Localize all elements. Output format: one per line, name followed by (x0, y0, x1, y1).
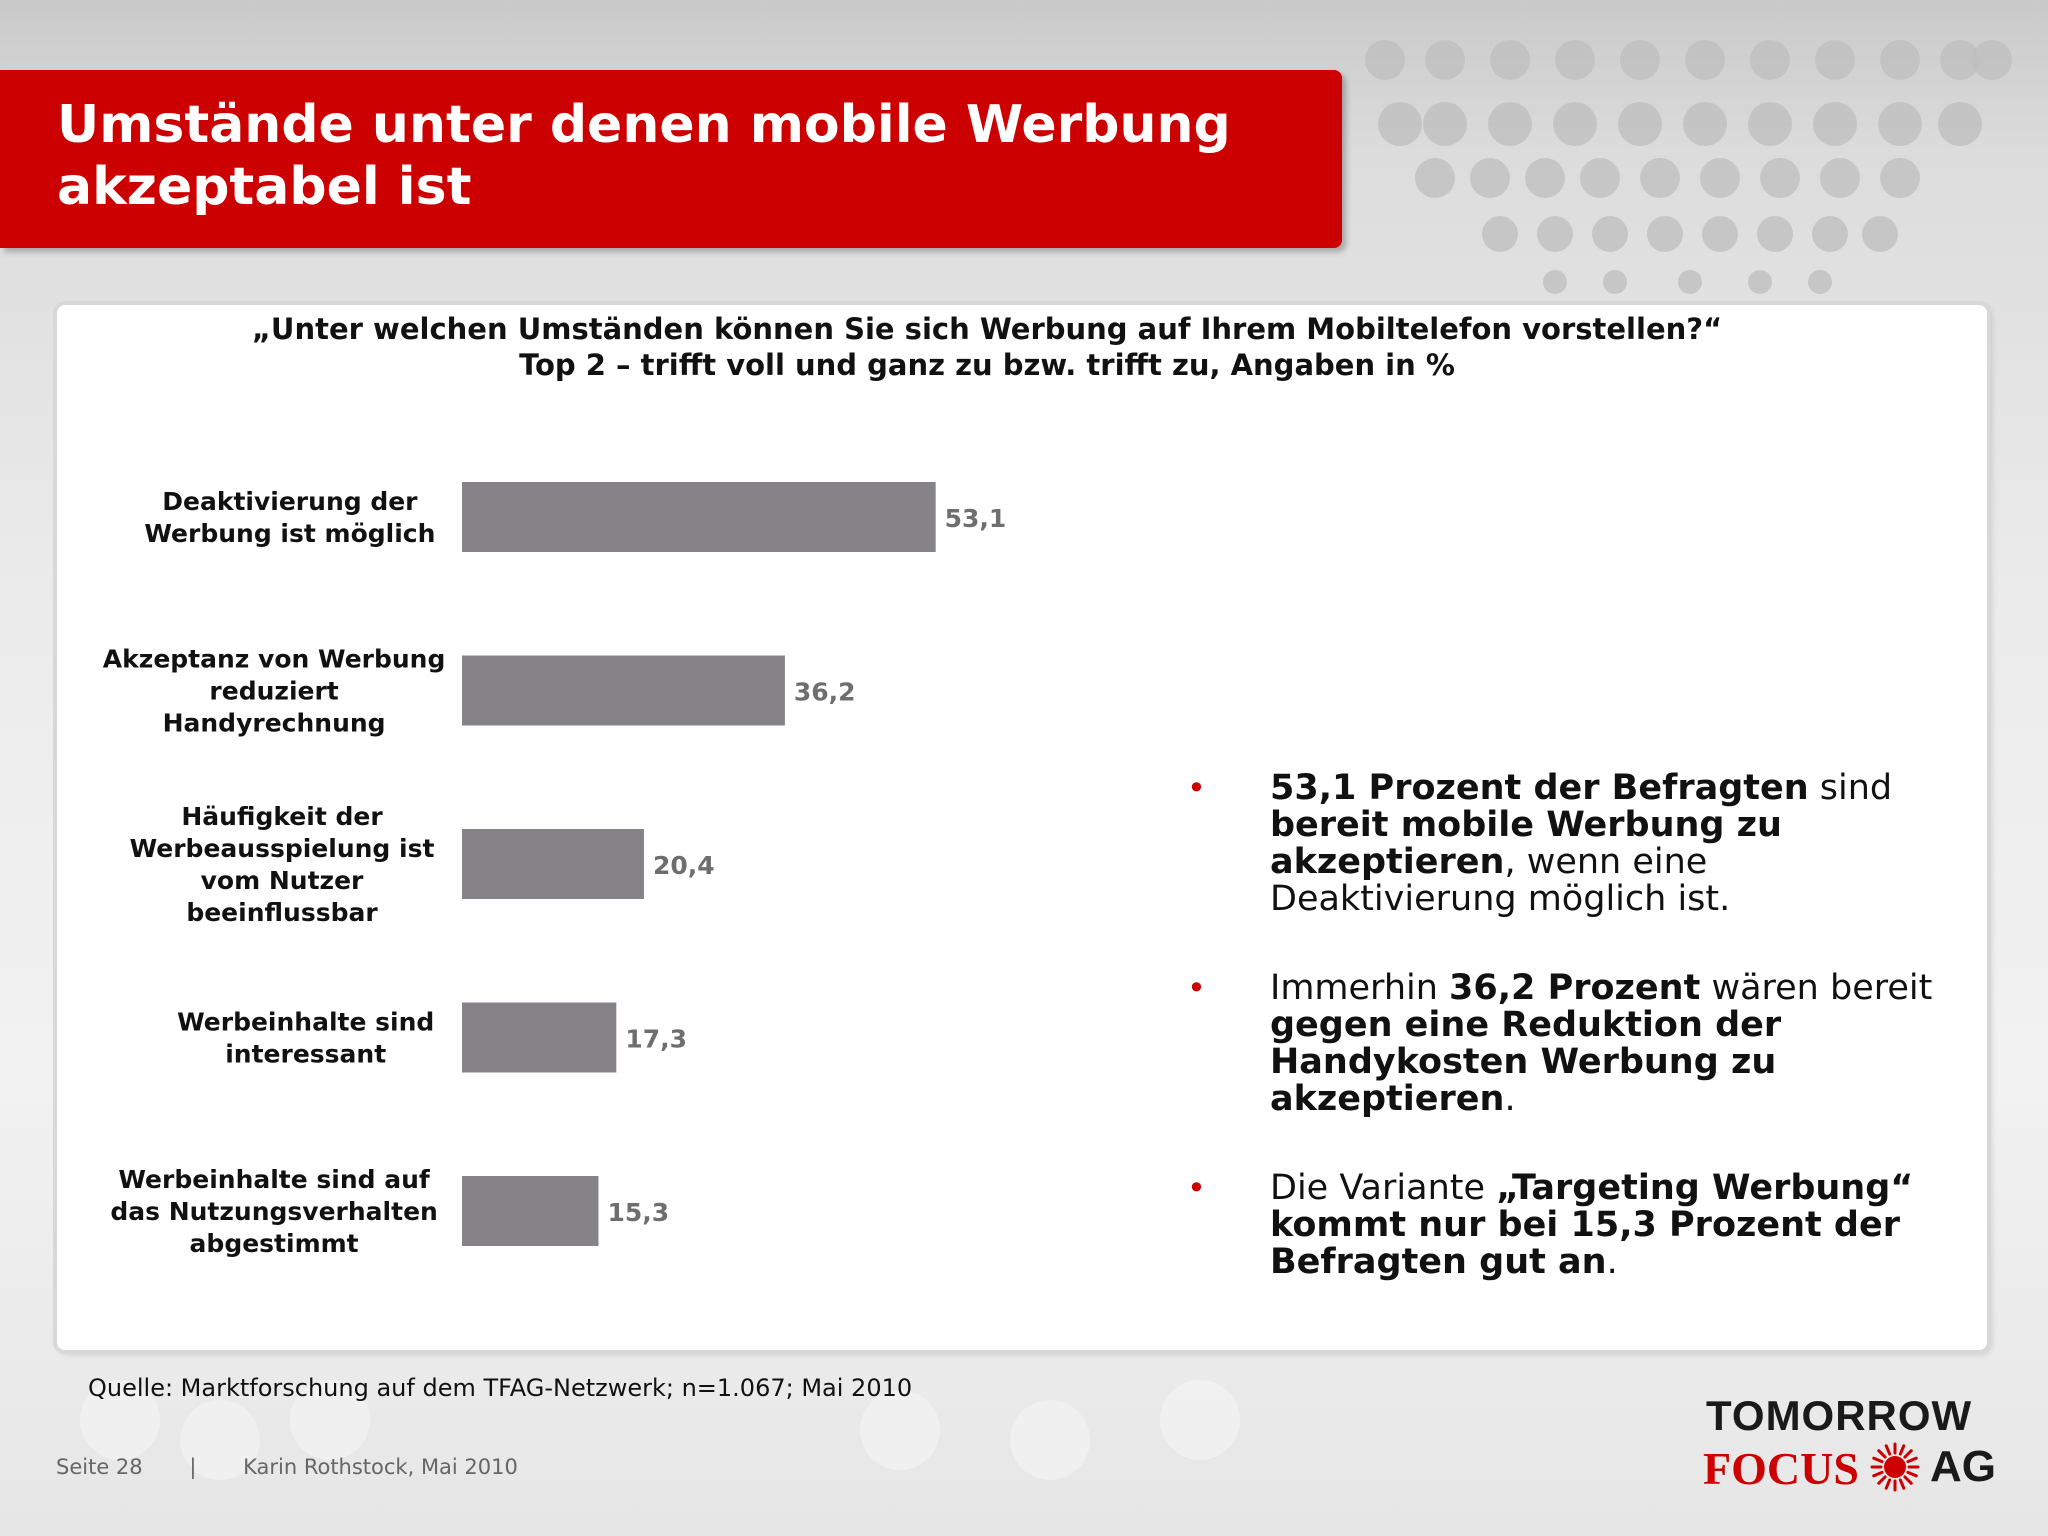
chart-subtitle: Top 2 – trifft voll und ganz zu bzw. tri… (519, 348, 1455, 382)
finding-text-segment: . (1504, 1079, 1516, 1119)
finding-text-segment: Immerhin (1270, 968, 1450, 1008)
chart-question: „Unter welchen Umständen können Sie sich… (57, 311, 1917, 383)
logo-ag: AG (1930, 1442, 1996, 1491)
finding-text-segment: gegen eine Reduktion der Handykosten Wer… (1270, 1005, 1782, 1119)
logo-tomorrow: TOMORROW (1706, 1392, 1973, 1439)
bar-value-label-5: 15,3 (607, 1198, 669, 1227)
category-label-5: Werbeinhalte sind auf das Nutzungsverhalt… (110, 1165, 437, 1258)
finding-text-segment: . (1606, 1242, 1618, 1282)
category-label-4: Werbeinhalte sind interessant (177, 1008, 434, 1069)
footer: Seite 28 | Karin Rothstock, Mai 2010 (56, 1455, 558, 1479)
bar-4 (462, 1002, 617, 1073)
source-note: Quelle: Marktforschung auf dem TFAG-Netz… (88, 1374, 913, 1402)
bar-2 (462, 655, 785, 726)
logo-focus: FOCUS (1703, 1443, 1859, 1494)
finding-text-segment: Die Variante (1270, 1168, 1497, 1208)
finding-text-segment: 53,1 Prozent der Befragten (1270, 768, 1809, 808)
chart-title: „Unter welchen Umständen können Sie sich… (251, 312, 1723, 346)
bar-chart: 53,1 Deaktivierung der Werbung ist möglich… (103, 482, 1007, 1258)
finding-bullet-1: • 53,1 Prozent der Befragten sind bereit … (1187, 770, 1947, 918)
category-label-3: Häufigkeit der Werbeausspielung ist vom Nu… (130, 802, 435, 927)
footer-author: Karin Rothstock, Mai 2010 (243, 1455, 518, 1479)
category-label-2: Akzeptanz von Werbung reduziert Handyrechn… (103, 645, 446, 738)
finding-bullet-3: • Die Variante „Targeting Werbung“ kommt … (1187, 1170, 1947, 1281)
finding-bullet-2: • Immerhin 36,2 Prozent wären bereit gege… (1187, 970, 1947, 1118)
finding-text-segment: , wenn eine Deaktivierung möglich ist. (1270, 842, 1731, 919)
bullet-dot-icon: • (1187, 769, 1206, 807)
page-title: Umstände unter denen mobile Werbung akze… (57, 94, 1317, 218)
key-findings-list: • 53,1 Prozent der Befragten sind bereit … (1187, 770, 1947, 1333)
bar-value-label-2: 36,2 (794, 678, 856, 707)
footer-separator: | (189, 1455, 197, 1479)
finding-text-segment: 36,2 Prozent (1449, 968, 1701, 1008)
bar-5 (462, 1176, 599, 1246)
page-title-line-2: akzeptabel ist (57, 157, 472, 217)
title-bar: Umstände unter denen mobile Werbung akze… (0, 70, 1342, 248)
bar-1 (462, 482, 936, 552)
bullet-dot-icon: • (1187, 1169, 1206, 1207)
bar-value-label-4: 17,3 (625, 1025, 687, 1054)
bar-value-label-3: 20,4 (653, 851, 715, 880)
finding-text-segment: wären bereit (1700, 968, 1933, 1008)
category-label-1: Deaktivierung der Werbung ist möglich (144, 487, 435, 548)
company-logo: TOMORROW FOCUS AG (1700, 1392, 2000, 1494)
page-title-line-1: Umstände unter denen mobile Werbung (57, 95, 1231, 155)
sun-icon (1870, 1442, 1920, 1492)
page-number: Seite 28 (56, 1455, 143, 1479)
finding-text-segment: „Targeting Werbung“ kommt nur bei 15,3 P… (1270, 1168, 1914, 1282)
chart-panel: „Unter welchen Umständen können Sie sich… (57, 305, 1987, 1350)
bar-value-label-1: 53,1 (945, 504, 1007, 533)
finding-text-segment: bereit mobile Werbung zu akzeptieren (1270, 805, 1782, 882)
bar-3 (462, 829, 644, 899)
bullet-dot-icon: • (1187, 969, 1206, 1007)
finding-text-segment: sind (1808, 768, 1893, 808)
